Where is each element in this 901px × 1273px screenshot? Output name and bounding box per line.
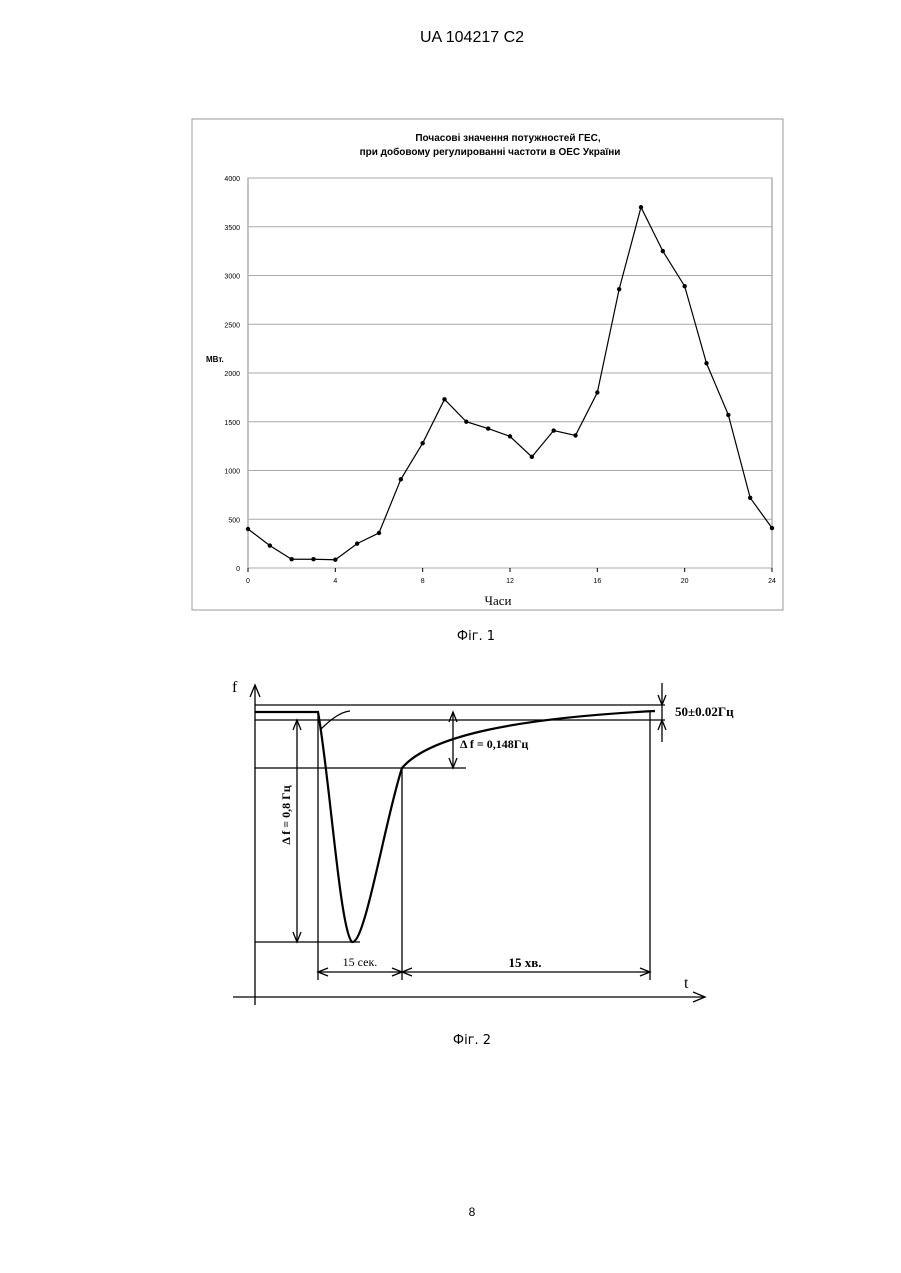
y-tick-label: 1500 — [224, 420, 240, 427]
t-axis-label: t — [684, 975, 689, 992]
data-point — [661, 249, 665, 253]
data-point — [246, 527, 250, 531]
y-tick-label: 0 — [236, 566, 240, 573]
caption: Фіг. 1 — [457, 629, 495, 644]
x-label: Часи — [485, 593, 512, 608]
data-point — [704, 361, 708, 365]
chart-frame — [192, 119, 783, 610]
x-tick-label: 12 — [506, 578, 514, 585]
page: UA 104217 C2 Почасові значення потужност… — [0, 0, 901, 1273]
f-axis-label: f — [232, 679, 238, 696]
time-short: 15 сек. — [343, 955, 378, 969]
time-long: 15 хв. — [508, 955, 541, 970]
data-point — [551, 428, 555, 432]
data-point — [530, 455, 534, 459]
y-tick-label: 500 — [228, 517, 240, 524]
delta-small: Δ f = 0,148Гц — [460, 737, 528, 751]
y-tick-label: 1000 — [224, 469, 240, 476]
data-point — [268, 543, 272, 547]
data-point — [639, 205, 643, 209]
chart-title: Почасові значення потужностей ГЕС, — [415, 133, 601, 144]
data-point — [420, 441, 424, 445]
caption: Фіг. 2 — [453, 1033, 491, 1048]
data-point — [770, 526, 774, 530]
data-point — [399, 477, 403, 481]
y-tick-label: 3500 — [224, 225, 240, 232]
data-point — [311, 557, 315, 561]
header: UA 104217 C2 — [420, 29, 524, 46]
y-label: МВт. — [206, 355, 224, 364]
data-point — [442, 397, 446, 401]
y-tick-label: 3000 — [224, 274, 240, 281]
y-tick-label: 4000 — [224, 176, 240, 183]
data-point — [508, 434, 512, 438]
document: UA 104217 C2 Почасові значення потужност… — [0, 0, 901, 1273]
delta-large: Δ f = 0,8 Гц — [279, 785, 293, 844]
y-tick-label: 2500 — [224, 322, 240, 329]
data-point — [333, 558, 337, 562]
x-tick-label: 16 — [593, 578, 601, 585]
chart-subtitle: при добовому регулированні частоти в ОЕС… — [360, 146, 621, 158]
data-point — [289, 557, 293, 561]
data-point — [355, 541, 359, 545]
x-tick-label: 20 — [681, 578, 689, 585]
data-point — [464, 420, 468, 424]
x-tick-label: 8 — [421, 578, 425, 585]
x-tick-label: 0 — [246, 578, 250, 585]
data-point — [486, 426, 490, 430]
y-tick-label: 2000 — [224, 371, 240, 378]
data-point — [726, 413, 730, 417]
band-label: 50±0.02Гц — [675, 704, 734, 719]
data-point — [617, 287, 621, 291]
x-tick-label: 24 — [768, 578, 776, 585]
figure-2 — [233, 683, 705, 1005]
data-point — [682, 284, 686, 288]
x-tick-label: 4 — [333, 578, 337, 585]
data-point — [595, 390, 599, 394]
data-point — [748, 496, 752, 500]
data-point — [377, 531, 381, 535]
data-point — [573, 433, 577, 437]
page-number: 8 — [469, 1205, 476, 1219]
